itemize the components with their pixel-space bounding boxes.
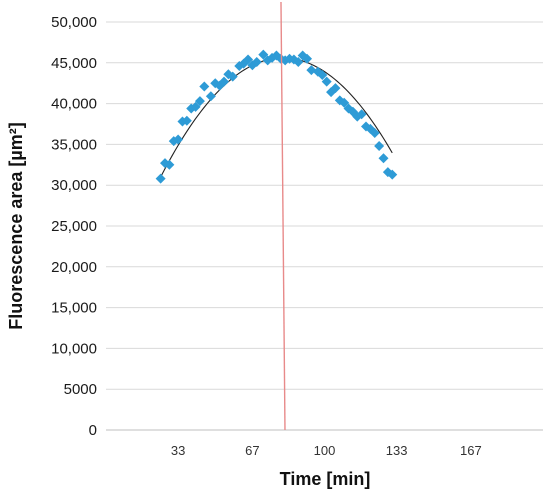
y-tick-label: 45,000 [51,55,97,72]
y-axis-tick-labels: 0 5000 10,000 15,000 20,000 25,000 30,000 35,00… [51,14,97,439]
gridlines [106,21,543,390]
data-markers [155,49,398,184]
x-tick-label: 167 [460,443,482,458]
data-point [227,71,238,82]
data-point [199,81,210,92]
y-tick-label: 10,000 [51,340,97,357]
y-tick-label: 25,000 [51,218,97,235]
data-point [181,115,192,126]
data-point [374,141,385,152]
data-point [293,56,304,67]
y-tick-label: 30,000 [51,177,97,194]
y-tick-label: 15,000 [51,300,97,317]
data-point [173,134,184,145]
data-point [205,91,216,102]
data-point [356,109,367,120]
data-point [164,159,175,170]
data-point [317,70,328,81]
vertical-marker [280,1,286,431]
y-tick-label: 5000 [64,381,97,398]
y-tick-label: 35,000 [51,136,97,153]
y-tick-label: 40,000 [51,96,97,113]
data-point [378,153,389,164]
data-point [258,49,269,60]
data-point [321,76,332,87]
x-tick-label: 67 [245,443,259,458]
data-point [251,56,262,67]
x-axis-tick-labels: 33 67 100 133 167 [171,443,482,458]
x-tick-label: 133 [386,443,408,458]
data-point [190,101,201,112]
data-point [369,127,380,138]
x-tick-label: 100 [314,443,336,458]
data-point [243,54,254,65]
x-axis-title: Time [min] [280,469,371,489]
data-point [194,96,205,107]
y-tick-label: 50,000 [51,14,97,31]
data-point [330,83,341,94]
y-tick-label: 20,000 [51,259,97,276]
y-tick-label: 0 [89,422,97,439]
data-point [218,76,229,87]
data-point [155,173,166,184]
data-point [302,53,313,64]
x-tick-label: 33 [171,443,185,458]
vertical-marker-line [280,1,286,431]
data-point [387,169,398,180]
y-axis-title: Fluorescence area [µm²] [6,122,26,329]
data-point [339,97,350,108]
